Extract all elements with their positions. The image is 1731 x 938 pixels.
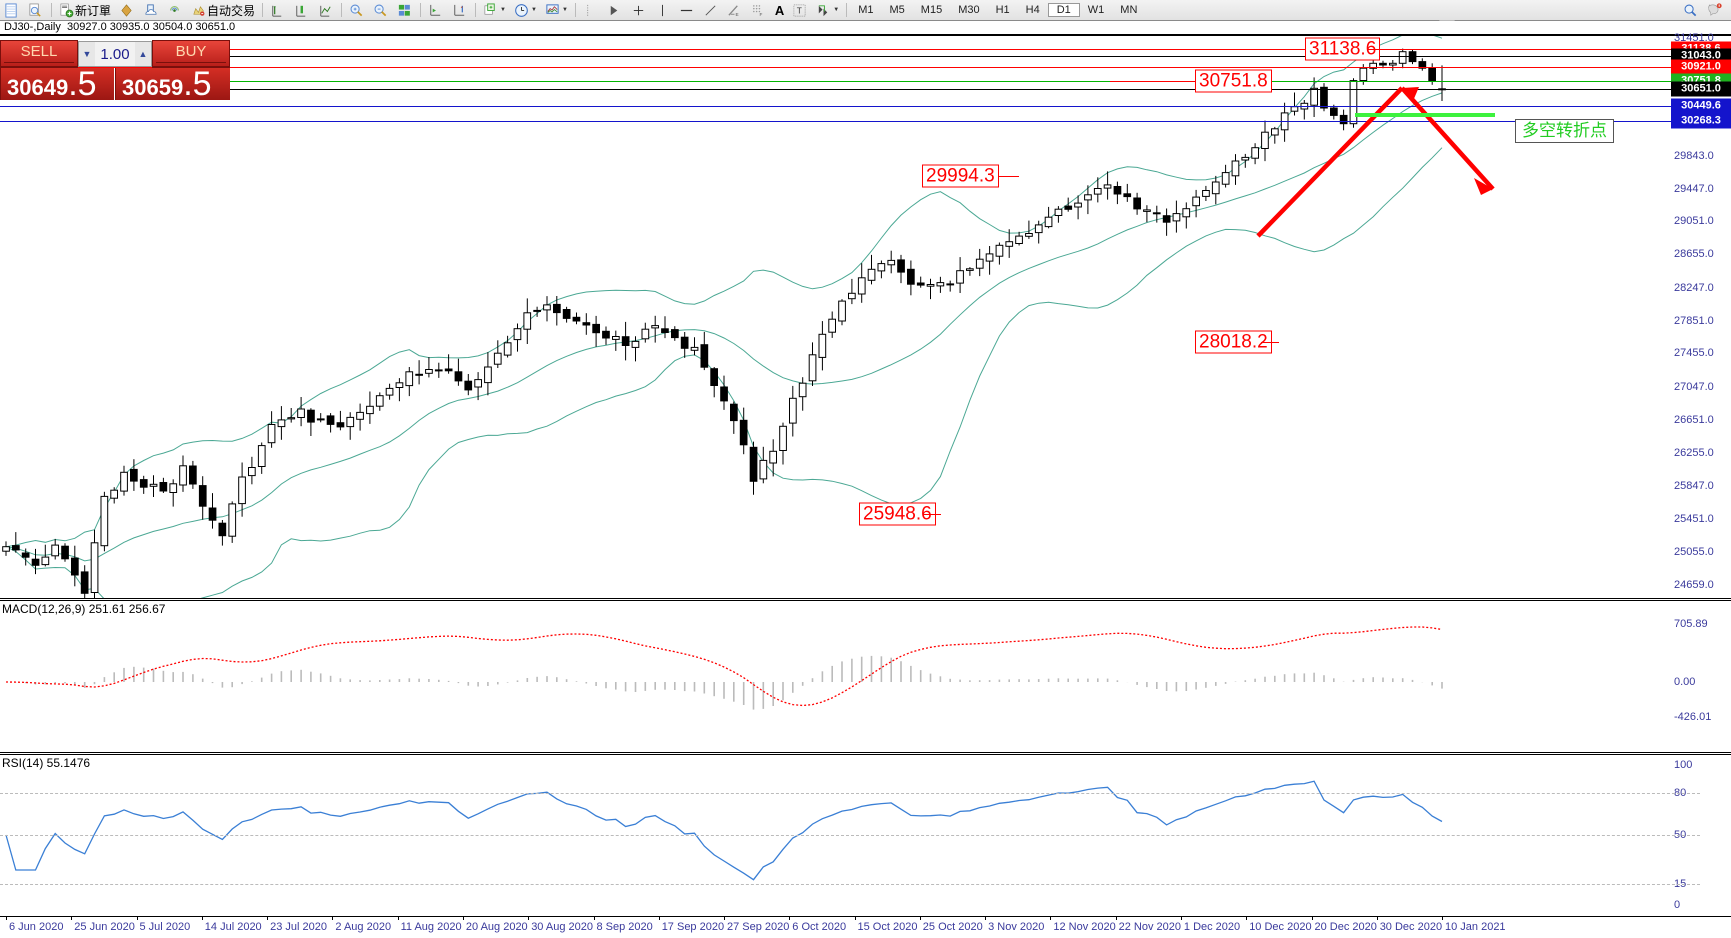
svg-text:F: F — [759, 12, 762, 17]
svg-text:E: E — [735, 12, 738, 17]
svg-text:T: T — [797, 5, 802, 15]
